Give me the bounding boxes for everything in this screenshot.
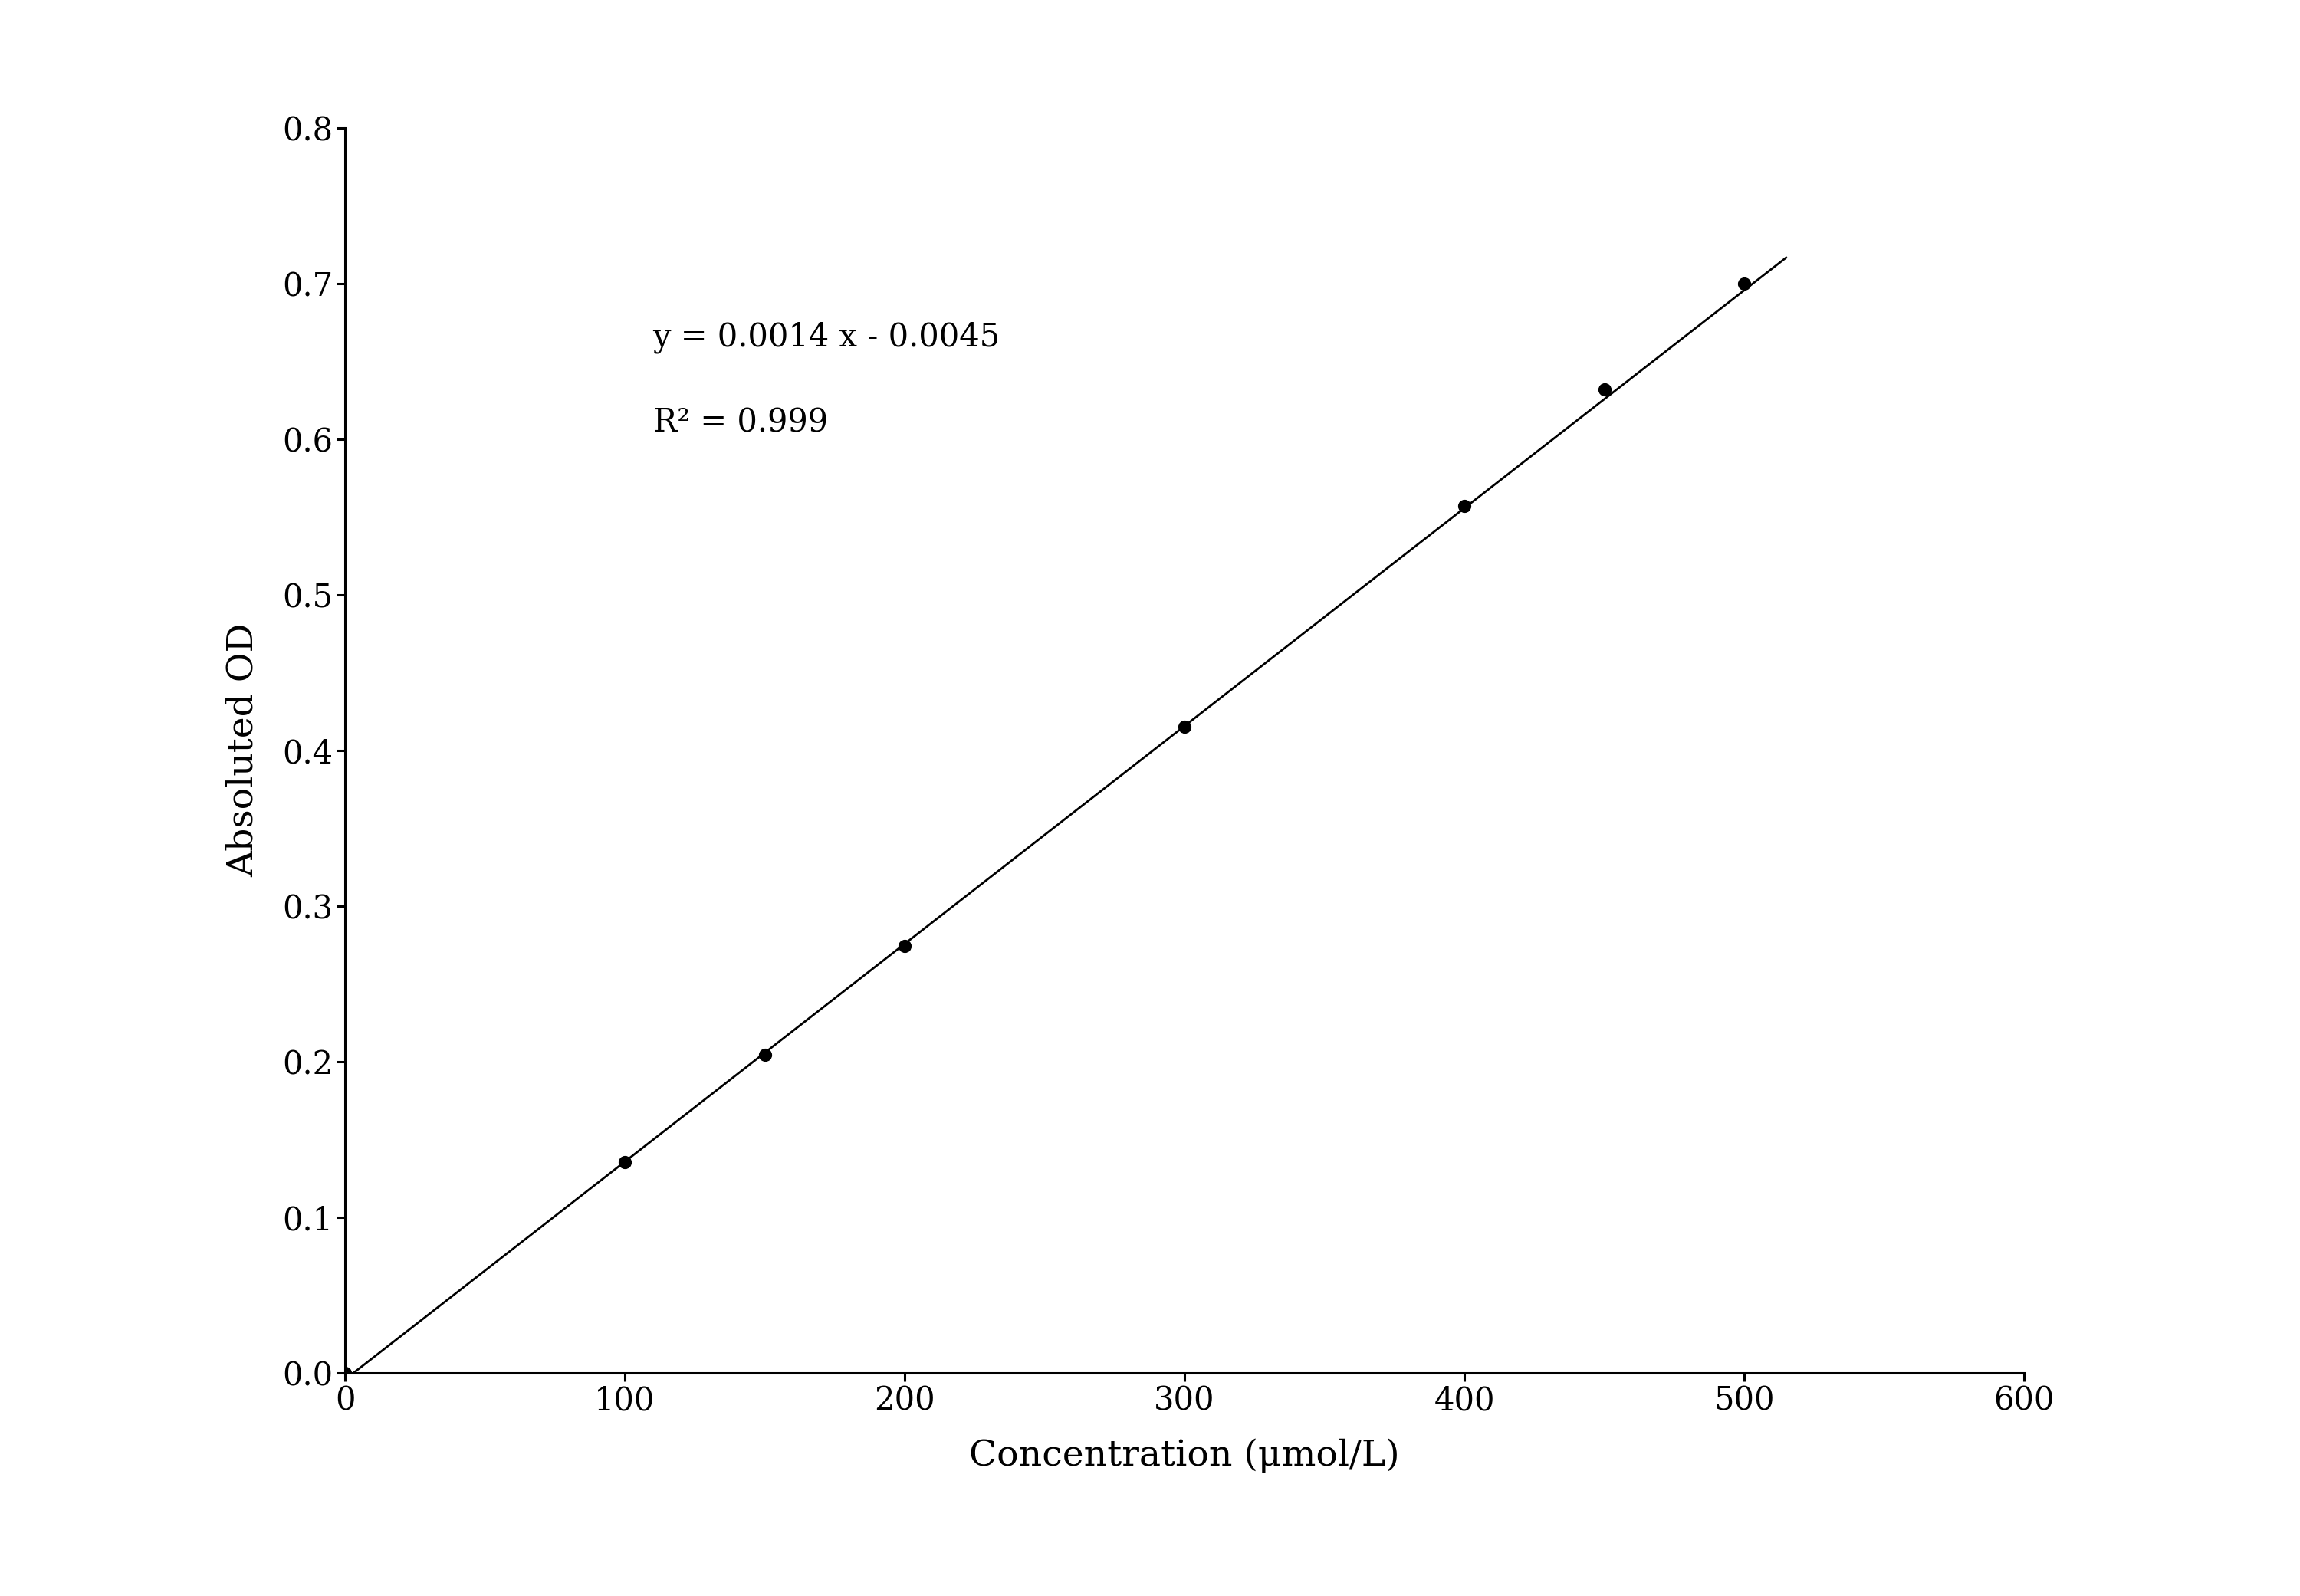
Point bbox=[607, 1149, 644, 1175]
Point bbox=[1587, 377, 1624, 402]
Text: R² = 0.999: R² = 0.999 bbox=[653, 407, 828, 439]
Y-axis label: Absoluted OD: Absoluted OD bbox=[225, 622, 260, 878]
Point bbox=[1725, 271, 1762, 297]
Text: y = 0.0014 x - 0.0045: y = 0.0014 x - 0.0045 bbox=[653, 321, 1001, 353]
Point bbox=[327, 1360, 363, 1385]
Point bbox=[745, 1042, 782, 1068]
Point bbox=[1166, 713, 1203, 739]
Point bbox=[886, 934, 922, 959]
X-axis label: Concentration (μmol/L): Concentration (μmol/L) bbox=[968, 1438, 1401, 1473]
Point bbox=[1447, 493, 1484, 519]
